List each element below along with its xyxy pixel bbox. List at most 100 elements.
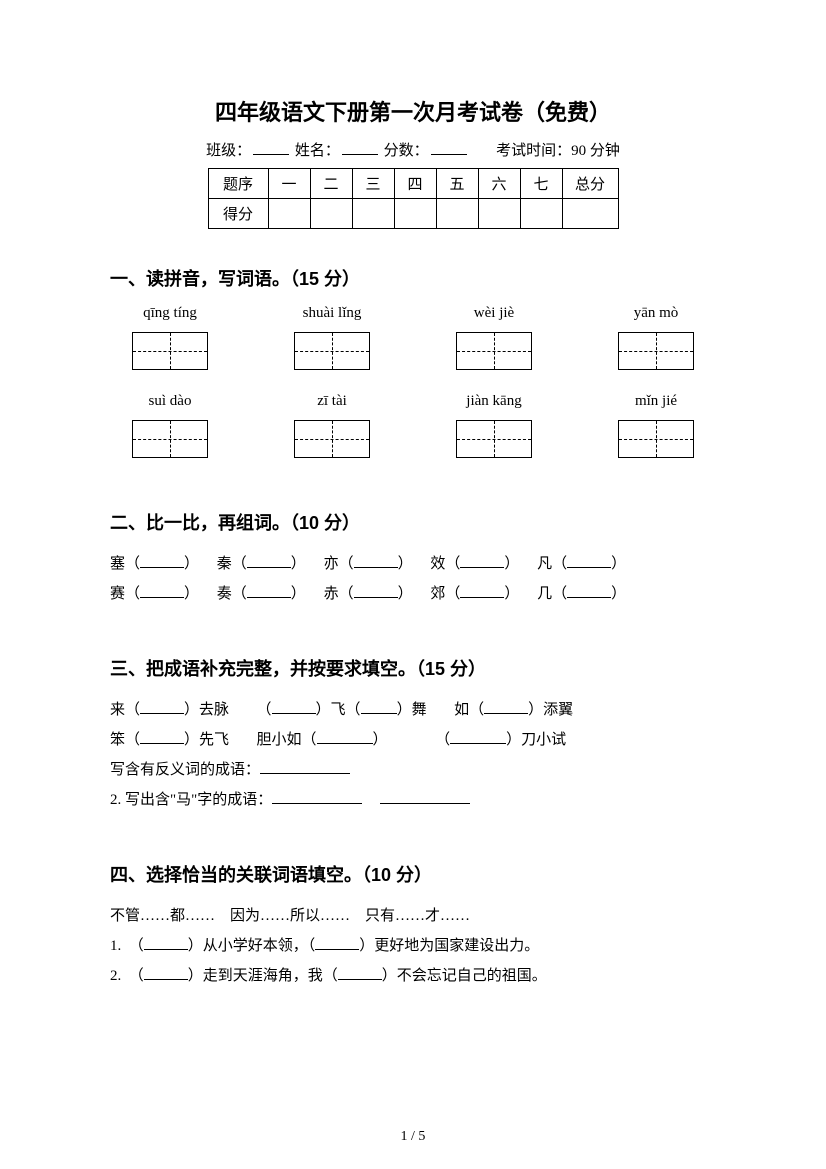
txt: 亦（ [324, 556, 354, 572]
section-4: 四、选择恰当的关联词语填空。（10 分） 不管……都…… 因为……所以…… 只有… [110, 861, 716, 991]
blank[interactable] [567, 585, 611, 599]
col-2: 二 [310, 169, 352, 199]
txt: ） [398, 556, 413, 572]
char-box[interactable] [618, 420, 694, 458]
class-blank[interactable] [253, 140, 289, 155]
txt: 2. 写出含"马"字的成语： [110, 792, 272, 808]
txt: （ [257, 702, 272, 718]
score-cell[interactable] [268, 199, 310, 229]
info-line: 班级： 姓名： 分数： 考试时间：90 分钟 [110, 139, 716, 160]
blank[interactable] [140, 701, 184, 715]
score-blank[interactable] [431, 140, 467, 155]
char-box[interactable] [456, 420, 532, 458]
char-box[interactable] [456, 332, 532, 370]
char-box-row [110, 420, 716, 463]
page: 四年级语文下册第一次月考试卷（免费） 班级： 姓名： 分数： 考试时间：90 分… [0, 0, 826, 1169]
section-head: 四、选择恰当的关联词语填空。（10 分） [110, 861, 716, 887]
txt: ） [373, 732, 388, 748]
blank[interactable] [460, 555, 504, 569]
blank[interactable] [361, 701, 397, 715]
compare-line: 塞（） 秦（） 亦（） 效（） 凡（） [110, 549, 716, 579]
blank[interactable] [260, 761, 350, 775]
txt: 来（ [110, 702, 140, 718]
section-head: 三、把成语补充完整，并按要求填空。（15 分） [110, 655, 716, 681]
char-box[interactable] [132, 420, 208, 458]
table-row: 题序 一 二 三 四 五 六 七 总分 [208, 169, 618, 199]
pinyin-label: shuài lǐng [272, 305, 392, 322]
txt: ） [184, 556, 199, 572]
blank[interactable] [338, 967, 382, 981]
char-box[interactable] [294, 332, 370, 370]
blank[interactable] [484, 701, 528, 715]
score-cell[interactable] [478, 199, 520, 229]
question-line: 2. （）走到天涯海角，我（）不会忘记自己的祖国。 [110, 961, 716, 991]
score-cell[interactable] [562, 199, 618, 229]
txt: 赤（ [324, 586, 354, 602]
blank[interactable] [144, 967, 188, 981]
blank[interactable] [144, 937, 188, 951]
blank[interactable] [272, 791, 362, 805]
pinyin-label: yān mò [596, 305, 716, 322]
col-7: 七 [520, 169, 562, 199]
sub-question: 写含有反义词的成语： [110, 755, 716, 785]
name-label: 姓名： [295, 143, 340, 159]
compare-line: 赛（） 奏（） 赤（） 郊（） 几（） [110, 579, 716, 609]
table-row: 得分 [208, 199, 618, 229]
txt: ） [184, 586, 199, 602]
blank[interactable] [140, 585, 184, 599]
txt: ）舞 [397, 702, 427, 718]
pinyin-label: wèi jiè [434, 305, 554, 322]
txt: 笨（ [110, 732, 140, 748]
pinyin-row: qīng tíng shuài lǐng wèi jiè yān mò [110, 305, 716, 326]
section-head: 二、比一比，再组词。（10 分） [110, 509, 716, 535]
blank[interactable] [140, 731, 184, 745]
score-cell[interactable] [394, 199, 436, 229]
txt: 胆小如（ [257, 732, 317, 748]
section-2: 二、比一比，再组词。（10 分） 塞（） 秦（） 亦（） 效（） 凡（） 赛（）… [110, 509, 716, 609]
col-total: 总分 [562, 169, 618, 199]
page-title: 四年级语文下册第一次月考试卷（免费） [110, 95, 716, 127]
pinyin-label: suì dào [110, 393, 230, 410]
blank[interactable] [354, 555, 398, 569]
txt: ） [611, 586, 626, 602]
blank[interactable] [247, 585, 291, 599]
row-header: 题序 [208, 169, 268, 199]
char-box[interactable] [294, 420, 370, 458]
blank[interactable] [272, 701, 316, 715]
idiom-line: 来（）去脉 （）飞（）舞 如（）添翼 [110, 695, 716, 725]
char-box[interactable] [618, 332, 694, 370]
row-header: 得分 [208, 199, 268, 229]
txt: ）从小学好本领，（ [188, 938, 316, 954]
blank[interactable] [567, 555, 611, 569]
col-6: 六 [478, 169, 520, 199]
blank[interactable] [317, 731, 373, 745]
section-3: 三、把成语补充完整，并按要求填空。（15 分） 来（）去脉 （）飞（）舞 如（）… [110, 655, 716, 815]
txt: 秦（ [217, 556, 247, 572]
score-cell[interactable] [352, 199, 394, 229]
section-1: 一、读拼音，写词语。（15 分） qīng tíng shuài lǐng wè… [110, 265, 716, 463]
score-cell[interactable] [310, 199, 352, 229]
blank[interactable] [450, 731, 506, 745]
blank[interactable] [315, 937, 359, 951]
txt: 郊（ [430, 586, 460, 602]
col-1: 一 [268, 169, 310, 199]
score-cell[interactable] [520, 199, 562, 229]
name-blank[interactable] [342, 140, 378, 155]
txt: ） [291, 556, 306, 572]
blank[interactable] [380, 791, 470, 805]
score-cell[interactable] [436, 199, 478, 229]
txt: 几（ [537, 586, 567, 602]
sub-question: 2. 写出含"马"字的成语： [110, 785, 716, 815]
pinyin-label: mǐn jié [596, 393, 716, 410]
txt: ） [504, 556, 519, 572]
section-head: 一、读拼音，写词语。（15 分） [110, 265, 716, 291]
blank[interactable] [140, 555, 184, 569]
score-label: 分数： [384, 143, 429, 159]
blank[interactable] [247, 555, 291, 569]
pinyin-label: qīng tíng [110, 305, 230, 322]
char-box[interactable] [132, 332, 208, 370]
blank[interactable] [460, 585, 504, 599]
txt: 效（ [430, 556, 460, 572]
blank[interactable] [354, 585, 398, 599]
col-4: 四 [394, 169, 436, 199]
